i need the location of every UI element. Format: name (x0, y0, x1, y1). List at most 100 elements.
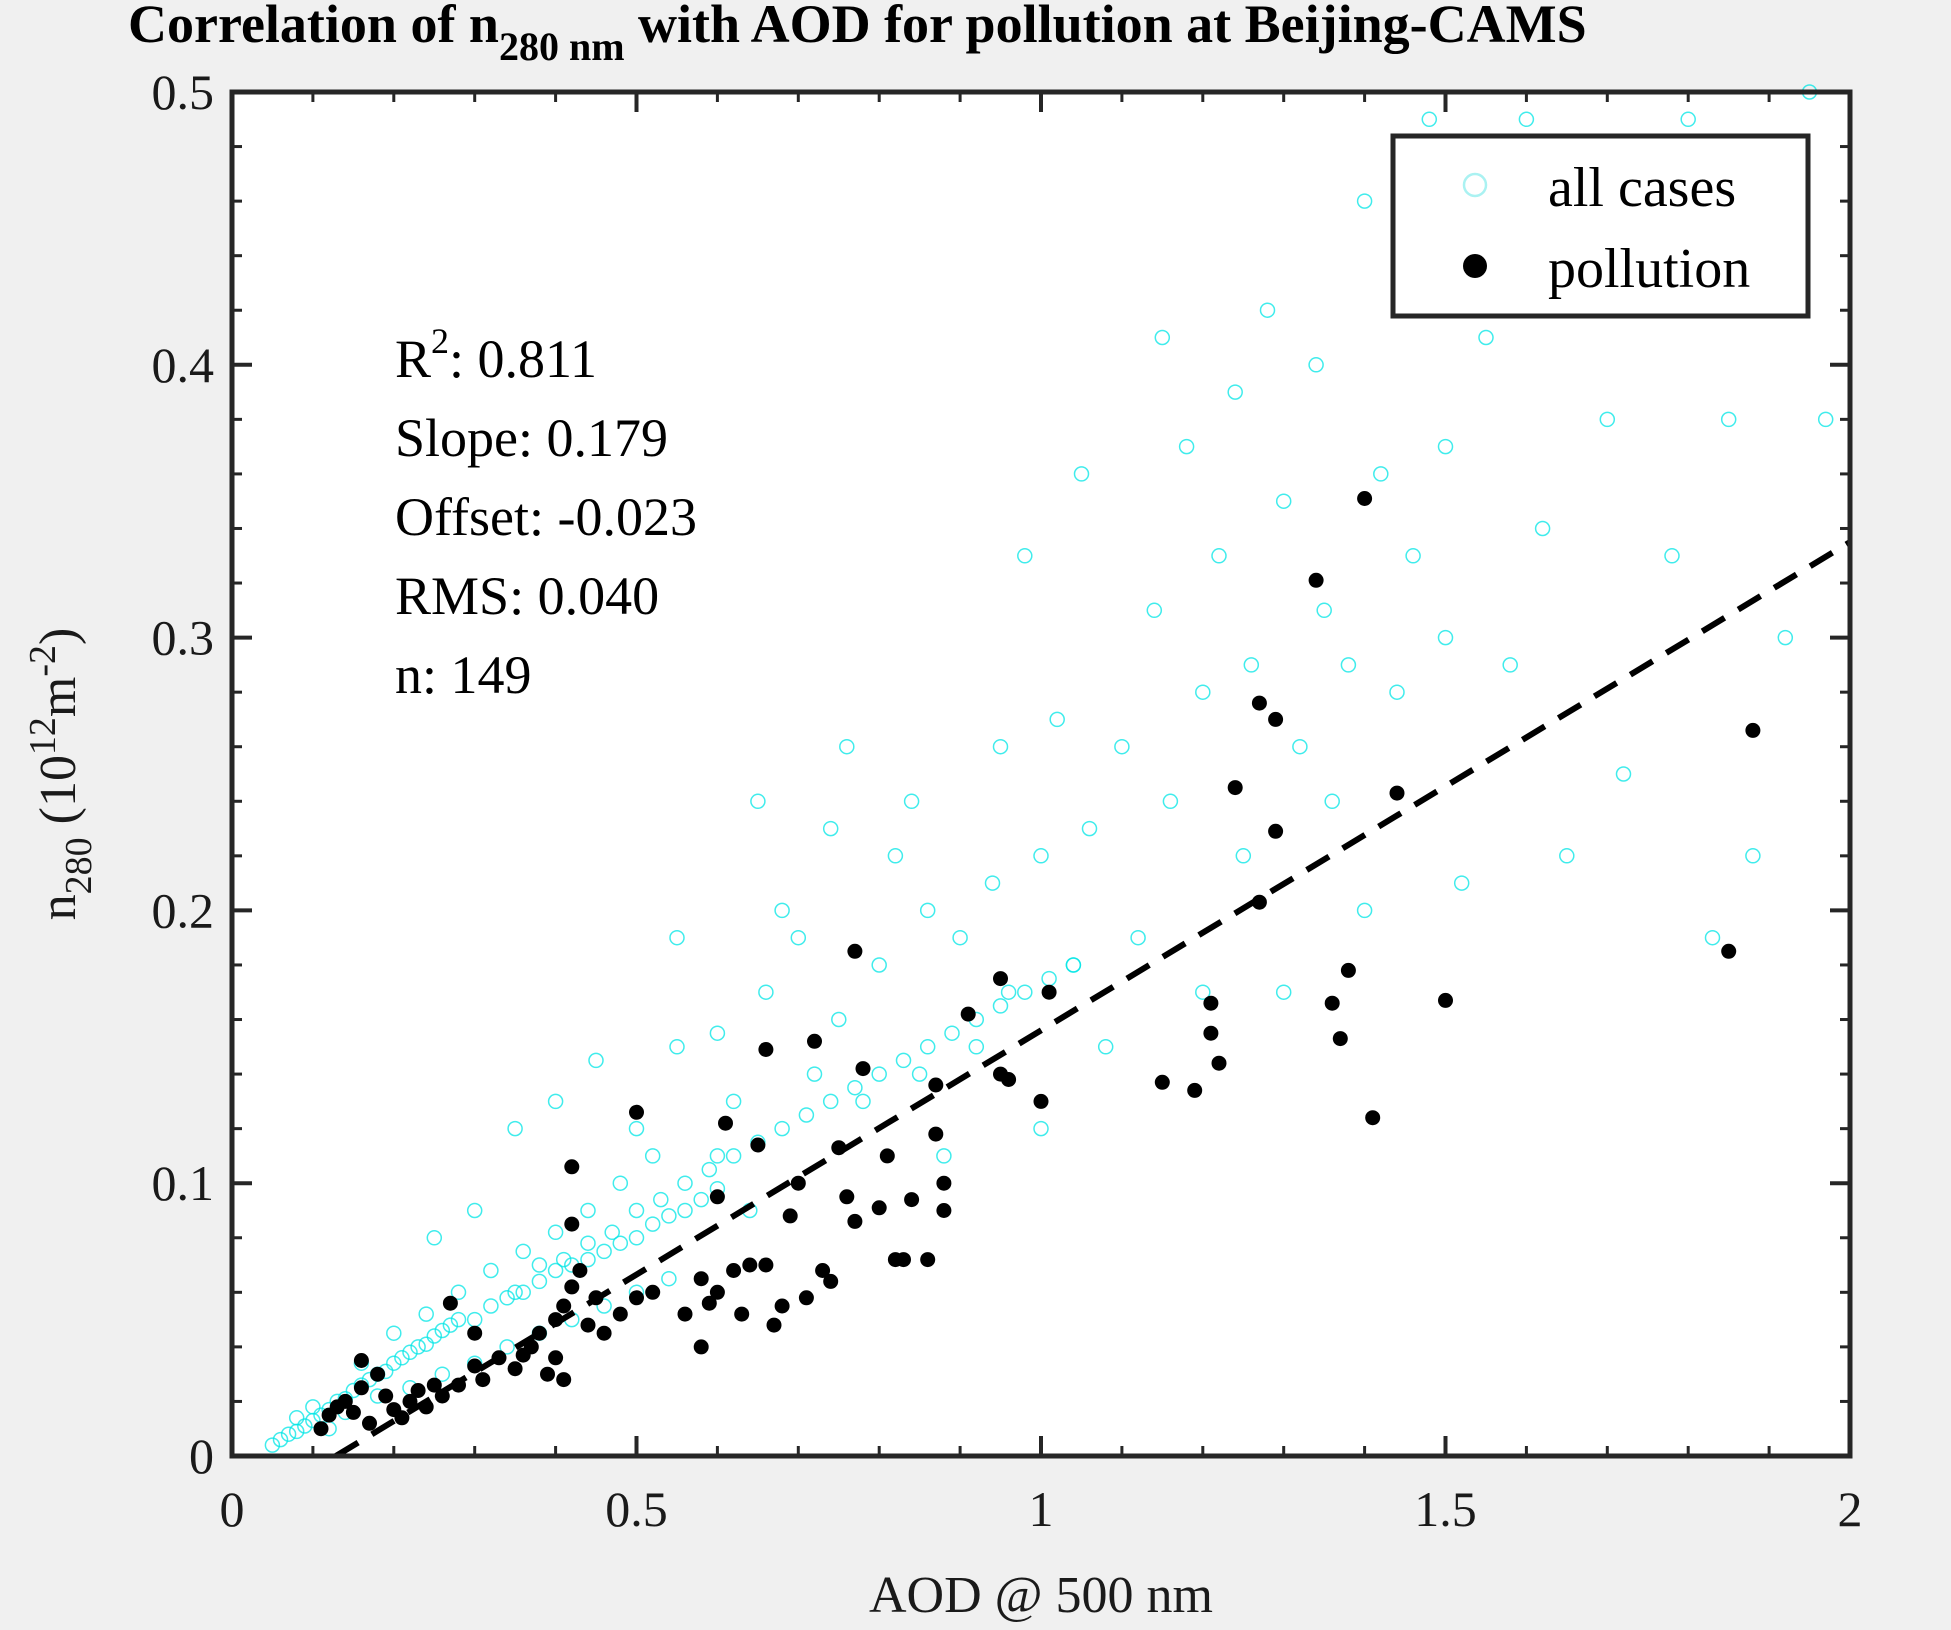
data-point-pollution (475, 1372, 491, 1388)
data-point-all-cases (450, 1311, 467, 1328)
data-point-pollution (1324, 995, 1340, 1011)
data-point-all-cases (507, 1120, 523, 1137)
data-point-pollution (629, 1290, 644, 1306)
x-tick-label: 1 (1029, 1481, 1054, 1537)
data-point-pollution (709, 1189, 725, 1205)
data-point-pollution (693, 1271, 709, 1287)
chart-title-main: Correlation of n (128, 0, 499, 54)
stats-n: n: 149 (395, 645, 532, 705)
stats-r2-value: : 0.811 (449, 329, 597, 389)
data-point-all-cases (984, 875, 1001, 891)
data-point-all-cases (1324, 793, 1340, 810)
data-point-pollution (556, 1298, 572, 1314)
data-point-all-cases (1162, 793, 1179, 810)
data-point-all-cases (709, 1148, 726, 1164)
data-point-pollution (726, 1263, 742, 1278)
data-point-all-cases (280, 1426, 297, 1442)
data-point-all-cases (1146, 602, 1163, 619)
y-tick-label: 0.4 (152, 337, 215, 393)
data-point-pollution (1211, 1055, 1227, 1071)
data-point-all-cases (612, 1235, 629, 1251)
data-point-pollution (847, 943, 863, 959)
data-point-all-cases (547, 1224, 564, 1241)
data-point-all-cases (628, 1120, 645, 1137)
data-point-all-cases (693, 1191, 709, 1208)
data-point-pollution (709, 1284, 725, 1300)
data-point-pollution (815, 1263, 831, 1278)
data-point-all-cases (531, 1257, 548, 1273)
data-point-pollution (928, 1077, 944, 1093)
data-point-all-cases (774, 1120, 790, 1137)
data-point-pollution (1187, 1082, 1203, 1098)
data-point-all-cases (386, 1325, 402, 1341)
data-point-pollution (879, 1148, 895, 1164)
data-point-all-cases (1114, 738, 1130, 755)
data-point-pollution (1001, 1072, 1017, 1087)
data-point-pollution (936, 1203, 952, 1218)
stats-slope: Slope: 0.179 (395, 408, 668, 468)
data-point-pollution (790, 1175, 806, 1191)
data-point-pollution (1340, 962, 1356, 978)
data-point-all-cases (499, 1290, 515, 1306)
data-point-pollution (564, 1279, 580, 1295)
data-point-all-cases (418, 1306, 434, 1322)
legend-pollution-marker (1463, 254, 1487, 278)
data-point-all-cases (822, 820, 839, 837)
data-point-all-cases (750, 793, 766, 810)
data-point-all-cases (903, 793, 920, 810)
data-point-all-cases (1478, 329, 1494, 346)
data-point-all-cases (604, 1224, 620, 1241)
legend-all-cases-label: all cases (1548, 157, 1736, 219)
data-point-pollution (734, 1306, 750, 1322)
data-point-pollution (798, 1290, 814, 1306)
data-point-all-cases (653, 1191, 669, 1208)
data-point-pollution (936, 1175, 952, 1191)
data-point-all-cases (386, 1355, 402, 1371)
data-point-all-cases (272, 1431, 289, 1448)
data-point-all-cases (1033, 848, 1049, 864)
fit-line-layer (334, 539, 1852, 1459)
data-point-all-cases (677, 1202, 693, 1219)
data-point-all-cases (442, 1317, 459, 1333)
data-point-all-cases (1017, 984, 1033, 1000)
data-point-pollution (1154, 1074, 1170, 1090)
y-axis-label: n280 (1012m-2) (22, 628, 100, 921)
data-point-all-cases (871, 1066, 887, 1082)
data-point-all-cases (1081, 820, 1098, 837)
data-point-all-cases (507, 1284, 523, 1301)
x-tick-label: 0 (220, 1481, 245, 1537)
y-axis-label-main: n (30, 894, 87, 920)
data-point-pollution (839, 1189, 855, 1205)
data-point-pollution (807, 1033, 822, 1049)
data-point-pollution (1268, 823, 1284, 839)
data-point-all-cases (661, 1270, 677, 1287)
data-point-pollution (556, 1372, 572, 1388)
data-point-all-cases (1243, 657, 1260, 673)
data-point-all-cases (968, 1039, 985, 1055)
data-point-pollution (402, 1393, 418, 1409)
data-point-all-cases (725, 1148, 742, 1164)
data-point-pollution (1251, 695, 1267, 711)
data-point-pollution (645, 1284, 661, 1300)
data-point-all-cases (1033, 1120, 1049, 1137)
data-point-pollution (362, 1415, 377, 1431)
x-tick-label: 1.5 (1414, 1481, 1477, 1537)
data-point-all-cases (547, 1262, 564, 1279)
data-point-pollution (928, 1126, 944, 1142)
data-point-all-cases (588, 1052, 604, 1069)
data-point-all-cases (1453, 875, 1470, 891)
data-point-all-cases (911, 1066, 928, 1082)
data-point-pollution (693, 1339, 709, 1355)
data-point-all-cases (1704, 929, 1721, 946)
data-point-all-cases (1356, 902, 1373, 919)
data-point-all-cases (264, 1437, 281, 1453)
data-point-all-cases (1437, 629, 1454, 646)
data-point-pollution (1308, 572, 1324, 588)
data-point-all-cases (1502, 657, 1518, 673)
data-point-all-cases (798, 1107, 815, 1123)
data-point-all-cases (887, 848, 904, 864)
data-point-all-cases (1421, 111, 1438, 128)
data-point-pollution (871, 1200, 887, 1216)
